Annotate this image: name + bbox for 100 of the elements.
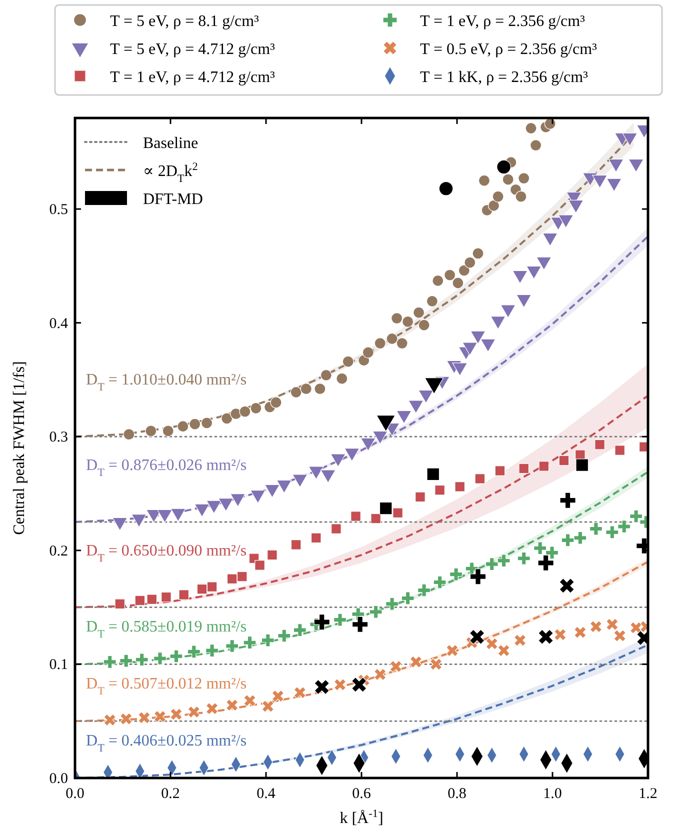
point [230, 408, 242, 420]
annotation: D$_{T}$ = 1.010±0.040 mm²/s [86, 372, 247, 394]
point [606, 618, 618, 631]
point [426, 295, 438, 308]
point [177, 420, 189, 432]
point [103, 655, 116, 668]
y-tick-label: 0.5 [49, 202, 68, 218]
point [261, 634, 274, 647]
point [331, 524, 342, 534]
legend-label: DFT-MD [143, 191, 203, 208]
point [433, 576, 446, 589]
point [278, 629, 291, 642]
legend-label: T = 1 eV, ρ = 4.712 g/cm³ [110, 69, 276, 86]
point [392, 508, 403, 518]
point [432, 274, 444, 287]
point [334, 678, 346, 691]
point [390, 660, 402, 673]
point [236, 571, 248, 582]
y-tick-label: 0.0 [49, 771, 68, 787]
point [560, 492, 576, 508]
point [178, 590, 190, 600]
point [530, 140, 542, 152]
point [104, 714, 116, 726]
legend-label: ∝ 2D$_{T}$k$^{2}$ [143, 161, 198, 185]
point [200, 417, 213, 429]
point [558, 455, 570, 466]
point [554, 628, 566, 641]
point [270, 396, 282, 408]
point [161, 592, 172, 602]
point [430, 658, 442, 670]
point [538, 554, 554, 572]
point [458, 264, 470, 276]
x-tick-label: 0.4 [256, 786, 276, 802]
point [320, 369, 332, 381]
point [351, 677, 367, 692]
y-tick-label: 0.2 [49, 543, 68, 560]
point [145, 425, 157, 437]
point [391, 312, 403, 324]
point [544, 118, 556, 130]
point [426, 468, 440, 481]
legend-label: T = 5 eV, ρ = 4.712 g/cm³ [110, 41, 276, 58]
point [267, 550, 278, 560]
point [498, 644, 510, 657]
point [134, 595, 146, 606]
point [538, 461, 550, 472]
point [170, 650, 183, 663]
point [350, 511, 361, 522]
point [239, 406, 251, 418]
point [478, 174, 490, 186]
point [342, 356, 354, 368]
point [446, 644, 458, 657]
point [418, 584, 431, 597]
point [226, 639, 239, 653]
legend-label: T = 1 kK, ρ = 2.356 g/cm³ [420, 69, 588, 86]
point [576, 458, 589, 472]
legend-label: Baseline [143, 135, 198, 152]
point [402, 316, 414, 328]
point [153, 652, 166, 666]
point [606, 526, 619, 539]
point [574, 531, 587, 544]
legend-label: T = 5 eV, ρ = 8.1 g/cm³ [110, 13, 260, 30]
point [310, 532, 322, 544]
point [492, 190, 504, 202]
point [534, 542, 547, 555]
point [488, 200, 500, 212]
point [362, 346, 374, 358]
x-tick-label: 0.6 [352, 786, 372, 802]
annotation: D$_{T}$ = 0.406±0.025 mm²/s [86, 732, 247, 754]
point [614, 445, 625, 456]
point [379, 502, 392, 515]
point [464, 256, 476, 268]
y-tick-label: 0.1 [49, 657, 68, 674]
point [293, 624, 306, 637]
point [154, 710, 166, 723]
point [120, 712, 132, 725]
point [290, 386, 302, 398]
x-tick-label: 0.2 [161, 786, 180, 802]
point [494, 466, 506, 476]
point [396, 338, 408, 350]
point [434, 484, 445, 496]
point [444, 269, 456, 281]
point [525, 122, 537, 134]
point [146, 594, 158, 605]
point [546, 546, 559, 560]
point [450, 568, 463, 581]
point [590, 620, 602, 633]
point [206, 702, 218, 715]
y-axis-title: Central peak FWHM [1/fs] [11, 361, 28, 535]
point [374, 338, 386, 350]
point [574, 626, 586, 638]
point [162, 425, 174, 437]
point [538, 629, 554, 645]
x-tick-label: 0.0 [66, 786, 84, 802]
x-tick-label: 1.2 [638, 786, 658, 802]
point [243, 636, 256, 650]
point [486, 638, 498, 650]
point [474, 474, 486, 484]
point [189, 418, 201, 430]
annotation: D$_{T}$ = 0.507±0.012 mm²/s [86, 675, 247, 698]
annotation: D$_{T}$ = 0.650±0.090 mm²/s [86, 542, 247, 564]
